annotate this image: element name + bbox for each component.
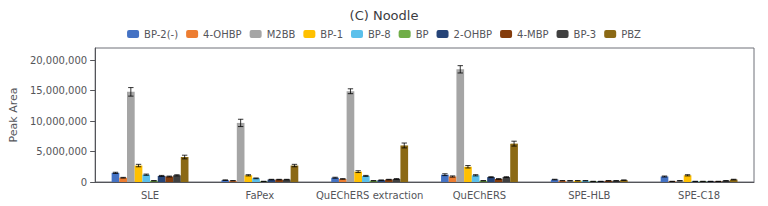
svg-text:10,000,000: 10,000,000 [30, 116, 87, 127]
svg-text:BP: BP [416, 29, 429, 40]
svg-text:SLE: SLE [141, 190, 159, 201]
svg-text:M2BB: M2BB [267, 29, 296, 40]
svg-text:(C) Noodle: (C) Noodle [350, 8, 419, 23]
svg-text:4-OHBP: 4-OHBP [203, 29, 242, 40]
svg-text:QuEChERS: QuEChERS [453, 190, 506, 201]
svg-text:BP-3: BP-3 [574, 29, 597, 40]
svg-text:0: 0 [81, 177, 87, 188]
svg-text:2-OHBP: 2-OHBP [454, 29, 493, 40]
svg-text:PBZ: PBZ [621, 29, 641, 40]
svg-text:SPE-C18: SPE-C18 [678, 190, 720, 201]
svg-text:20,000,000: 20,000,000 [30, 55, 87, 66]
svg-text:BP-2(-): BP-2(-) [144, 29, 178, 40]
svg-text:15,000,000: 15,000,000 [30, 85, 87, 96]
svg-text:BP-8: BP-8 [368, 29, 391, 40]
svg-text:5,000,000: 5,000,000 [36, 146, 87, 157]
svg-text:FaPex: FaPex [246, 190, 275, 201]
svg-text:Peak Area: Peak Area [7, 88, 20, 143]
svg-text:SPE-HLB: SPE-HLB [568, 190, 610, 201]
svg-text:BP-1: BP-1 [320, 29, 343, 40]
svg-text:QuEChERS extraction: QuEChERS extraction [316, 190, 423, 201]
svg-text:4-MBP: 4-MBP [517, 29, 549, 40]
